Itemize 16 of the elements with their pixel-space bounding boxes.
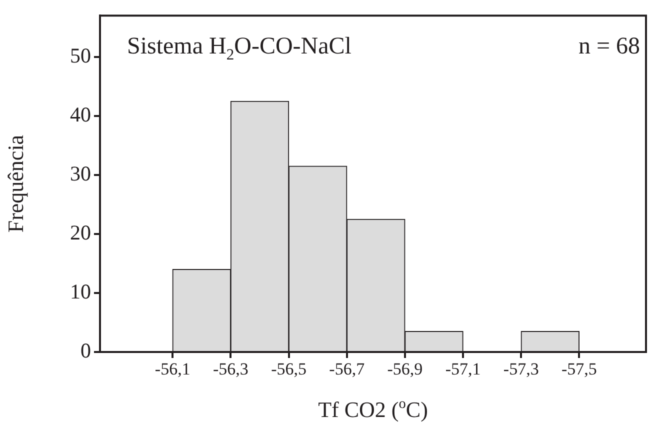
annotation: n = 68: [578, 34, 640, 60]
y-tick-label: 10: [70, 280, 91, 304]
y-tick-label: 20: [70, 220, 91, 244]
x-tick-label: -56,9: [387, 360, 423, 379]
y-tick-label: 40: [70, 102, 91, 126]
y-tick-label: 50: [70, 43, 91, 68]
x-tick-label: -57,5: [561, 360, 597, 379]
x-tick-label: -57,3: [503, 360, 539, 379]
x-tick-label: -56,5: [271, 360, 306, 379]
x-tick-label: -56,3: [212, 360, 248, 379]
x-tick-label: -57,1: [445, 360, 481, 379]
y-axis-title: Frequência: [2, 134, 28, 233]
x-tick-label: -56,7: [329, 360, 366, 379]
y-tick-label: 0: [80, 338, 91, 363]
y-tick-label: 30: [70, 161, 91, 186]
x-tick-label: -56,1: [154, 360, 190, 379]
